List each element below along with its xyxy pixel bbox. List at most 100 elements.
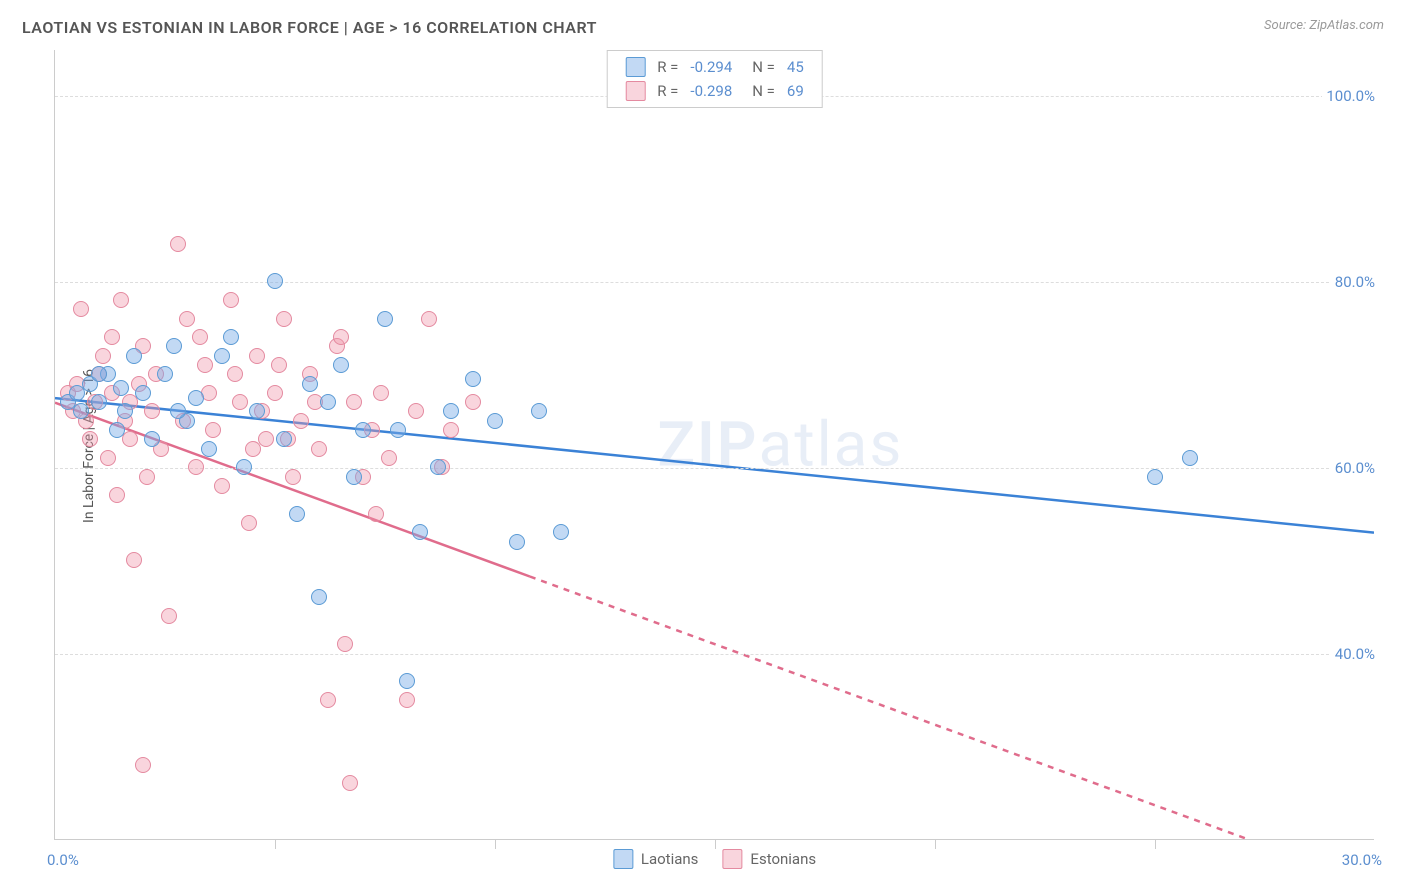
estonian-point	[267, 385, 283, 401]
estonian-point	[293, 413, 309, 429]
laotian-point	[135, 385, 151, 401]
gridline	[55, 282, 1374, 283]
legend-n-value: 45	[787, 58, 804, 76]
x-tick	[275, 839, 276, 849]
laotian-point	[399, 673, 415, 689]
laotian-point	[487, 413, 503, 429]
laotian-point	[430, 459, 446, 475]
laotian-point	[223, 329, 239, 345]
y-tick-label: 100.0%	[1322, 87, 1379, 105]
estonian-point	[443, 422, 459, 438]
estonian-point	[346, 394, 362, 410]
estonian-point	[373, 385, 389, 401]
x-label-max: 30.0%	[1342, 851, 1382, 869]
laotian-point	[73, 403, 89, 419]
legend-r-value: -0.294	[690, 58, 732, 76]
watermark-bold: ZIP	[657, 408, 758, 481]
estonian-point	[122, 431, 138, 447]
estonian-point	[271, 357, 287, 373]
estonian-point	[421, 311, 437, 327]
legend-top: R =-0.294N =45R =-0.298N =69	[606, 50, 823, 108]
estonian-point	[126, 552, 142, 568]
legend-swatch-icon	[625, 57, 645, 77]
y-tick-label: 60.0%	[1331, 459, 1379, 477]
estonian-point	[144, 403, 160, 419]
legend-top-row: R =-0.294N =45	[607, 55, 822, 79]
laotian-point	[509, 534, 525, 550]
legend-n-value: 69	[787, 82, 804, 100]
estonian-point	[205, 422, 221, 438]
estonian-point	[249, 348, 265, 364]
estonian-point	[113, 292, 129, 308]
y-tick-label: 80.0%	[1331, 273, 1379, 291]
gridline	[55, 468, 1374, 469]
estonian-point	[320, 692, 336, 708]
laotian-point	[320, 394, 336, 410]
laotian-point	[531, 403, 547, 419]
estonian-point	[82, 431, 98, 447]
legend-swatch-icon	[722, 849, 742, 869]
laotian-point	[249, 403, 265, 419]
estonian-point	[135, 757, 151, 773]
laotian-point	[355, 422, 371, 438]
estonian-point	[381, 450, 397, 466]
estonian-point	[241, 515, 257, 531]
laotian-point	[236, 459, 252, 475]
laotian-point	[553, 524, 569, 540]
laotian-point	[289, 506, 305, 522]
laotian-point	[144, 431, 160, 447]
legend-series-label: Estonians	[750, 850, 816, 868]
chart-source: Source: ZipAtlas.com	[1264, 18, 1384, 33]
estonian-point	[170, 236, 186, 252]
y-tick-label: 40.0%	[1331, 645, 1379, 663]
estonian-point	[245, 441, 261, 457]
chart-header: LAOTIAN VS ESTONIAN IN LABOR FORCE | AGE…	[22, 18, 1384, 37]
estonian-point	[276, 311, 292, 327]
legend-series-label: Laotians	[641, 850, 699, 868]
laotian-point	[390, 422, 406, 438]
chart-container: LAOTIAN VS ESTONIAN IN LABOR FORCE | AGE…	[0, 0, 1406, 892]
laotian-point	[201, 441, 217, 457]
laotian-point	[91, 394, 107, 410]
laotian-point	[170, 403, 186, 419]
estonian-point	[232, 394, 248, 410]
laotian-point	[267, 273, 283, 289]
legend-n-label: N =	[752, 82, 775, 100]
estonian-point	[408, 403, 424, 419]
legend-r-value: -0.298	[690, 82, 732, 100]
laotian-point	[346, 469, 362, 485]
laotian-point	[117, 403, 133, 419]
laotian-point	[157, 366, 173, 382]
legend-top-row: R =-0.298N =69	[607, 79, 822, 103]
estonian-point	[95, 348, 111, 364]
watermark-light: atlas	[759, 408, 904, 481]
laotian-point	[166, 338, 182, 354]
laotian-point	[443, 403, 459, 419]
x-tick	[495, 839, 496, 849]
estonian-point	[188, 459, 204, 475]
laotian-point	[333, 357, 349, 373]
x-tick	[715, 839, 716, 849]
laotian-point	[1182, 450, 1198, 466]
estonian-point	[465, 394, 481, 410]
estonian-point	[342, 775, 358, 791]
legend-bottom-item: Laotians	[613, 849, 699, 869]
legend-bottom: Laotians Estonians	[613, 849, 816, 869]
laotian-point	[412, 524, 428, 540]
estonian-point	[197, 357, 213, 373]
x-tick	[1155, 839, 1156, 849]
laotian-point	[311, 589, 327, 605]
estonian-point	[179, 311, 195, 327]
legend-r-label: R =	[657, 58, 678, 76]
gridline	[55, 654, 1374, 655]
laotian-point	[109, 422, 125, 438]
chart-title: LAOTIAN VS ESTONIAN IN LABOR FORCE | AGE…	[22, 18, 597, 37]
estonian-point	[337, 636, 353, 652]
laotian-point	[377, 311, 393, 327]
estonian-point	[399, 692, 415, 708]
laotian-point	[1147, 469, 1163, 485]
laotian-point	[465, 371, 481, 387]
estonian-point	[192, 329, 208, 345]
laotian-point	[126, 348, 142, 364]
estonian-point	[161, 608, 177, 624]
